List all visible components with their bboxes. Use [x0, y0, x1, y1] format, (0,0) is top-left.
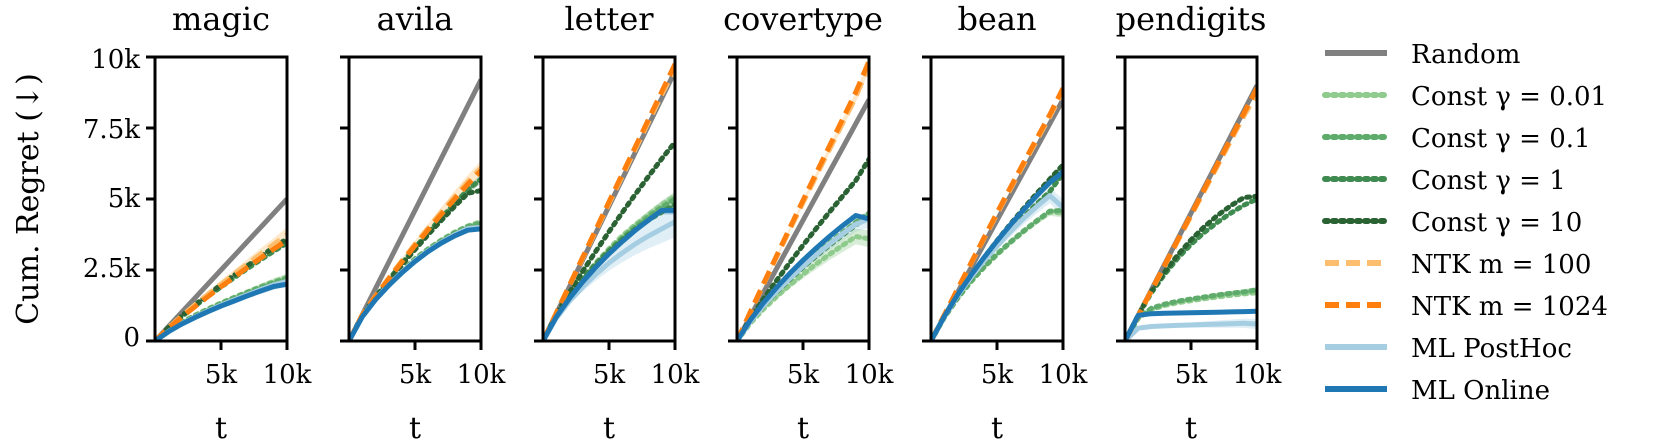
- x-tick-label: 5k: [205, 360, 238, 390]
- y-tick-labels: 10k 7.5k 5k 2.5k 0: [83, 45, 140, 353]
- x-axis-title: t: [1185, 411, 1197, 446]
- panel-avila: avila 5k 10k t: [340, 0, 506, 446]
- x-tick-label: 5k: [981, 360, 1014, 390]
- series-line-mlon: [543, 207, 675, 341]
- x-axis-title: t: [409, 411, 421, 446]
- x-axis-title: t: [991, 411, 1003, 446]
- panel-title: letter: [564, 0, 654, 38]
- x-tick-label: 10k: [1039, 360, 1088, 390]
- panel-bean: bean 5k 10k t: [922, 0, 1088, 446]
- y-tick-label: 7.5k: [83, 115, 140, 145]
- legend-label: Const γ = 0.1: [1411, 124, 1591, 154]
- series-line-mlon: [931, 170, 1063, 341]
- panel-title: pendigits: [1116, 0, 1267, 38]
- legend-label: Const γ = 0.01: [1411, 82, 1607, 112]
- series-line-mlon: [737, 213, 869, 341]
- panel-title: magic: [172, 0, 270, 38]
- series-line-ntk1024: [737, 60, 869, 341]
- panel-title: avila: [377, 0, 454, 38]
- series-line-mlph: [1125, 320, 1257, 341]
- series-line-ntk1024: [543, 63, 675, 341]
- series-line-c01: [931, 207, 1063, 341]
- y-tick-label: 2.5k: [83, 254, 140, 284]
- panel-title: covertype: [723, 0, 883, 38]
- series-line-mlon: [349, 226, 481, 341]
- band-mlph: [931, 187, 1063, 341]
- panel-covertype: covertype 5k 10k t: [723, 0, 894, 446]
- series-line-c01: [1125, 287, 1257, 341]
- series-line-c001: [349, 219, 481, 341]
- legend-label: NTK m = 1024: [1411, 292, 1608, 322]
- series-line-random: [349, 78, 481, 341]
- panel-magic: magic 5k 10k t: [146, 0, 312, 446]
- x-tick-label: 10k: [1233, 360, 1282, 390]
- legend-label: NTK m = 100: [1411, 250, 1591, 280]
- series-line-mlon: [155, 281, 287, 341]
- legend: Random Const γ = 0.01 Const γ = 0.1 Cons…: [1322, 40, 1608, 406]
- series-line-c001: [931, 209, 1063, 341]
- series-line-mlon: [1125, 308, 1257, 341]
- y-tick-label: 0: [123, 323, 140, 353]
- band-c001: [737, 228, 869, 341]
- x-tick-label: 10k: [263, 360, 312, 390]
- legend-label: ML Online: [1411, 376, 1550, 406]
- series-line-random: [737, 98, 869, 341]
- x-tick-label: 5k: [787, 360, 820, 390]
- band-mlph: [543, 206, 675, 341]
- x-tick-label: 10k: [845, 360, 894, 390]
- y-axis-title: Cum. Regret (↓): [11, 73, 46, 325]
- series-line-ntk1024: [1125, 87, 1257, 341]
- x-axis-title: t: [603, 411, 615, 446]
- legend-label: Const γ = 1: [1411, 166, 1566, 196]
- x-tick-label: 5k: [1175, 360, 1208, 390]
- x-tick-label: 5k: [399, 360, 432, 390]
- y-tick-label: 5k: [108, 184, 141, 214]
- panel-pendigits: pendigits 5k 10k t: [1116, 0, 1282, 446]
- x-axis-title: t: [215, 411, 227, 446]
- band-mlph: [737, 210, 869, 341]
- series-line-c001: [737, 234, 869, 341]
- legend-label: ML PostHoc: [1411, 334, 1572, 364]
- panel-title: bean: [957, 0, 1036, 38]
- panel-frame: [153, 55, 289, 343]
- band-c001: [931, 208, 1063, 341]
- series-line-ntk1024: [155, 238, 287, 341]
- legend-label: Const γ = 10: [1411, 208, 1582, 238]
- x-axis-title: t: [797, 411, 809, 446]
- x-tick-label: 5k: [593, 360, 626, 390]
- x-tick-label: 10k: [457, 360, 506, 390]
- y-tick-label: 10k: [91, 45, 140, 75]
- panel-letter: letter 5k 10k t: [534, 0, 700, 446]
- x-tick-label: 10k: [651, 360, 700, 390]
- legend-label: Random: [1411, 40, 1520, 70]
